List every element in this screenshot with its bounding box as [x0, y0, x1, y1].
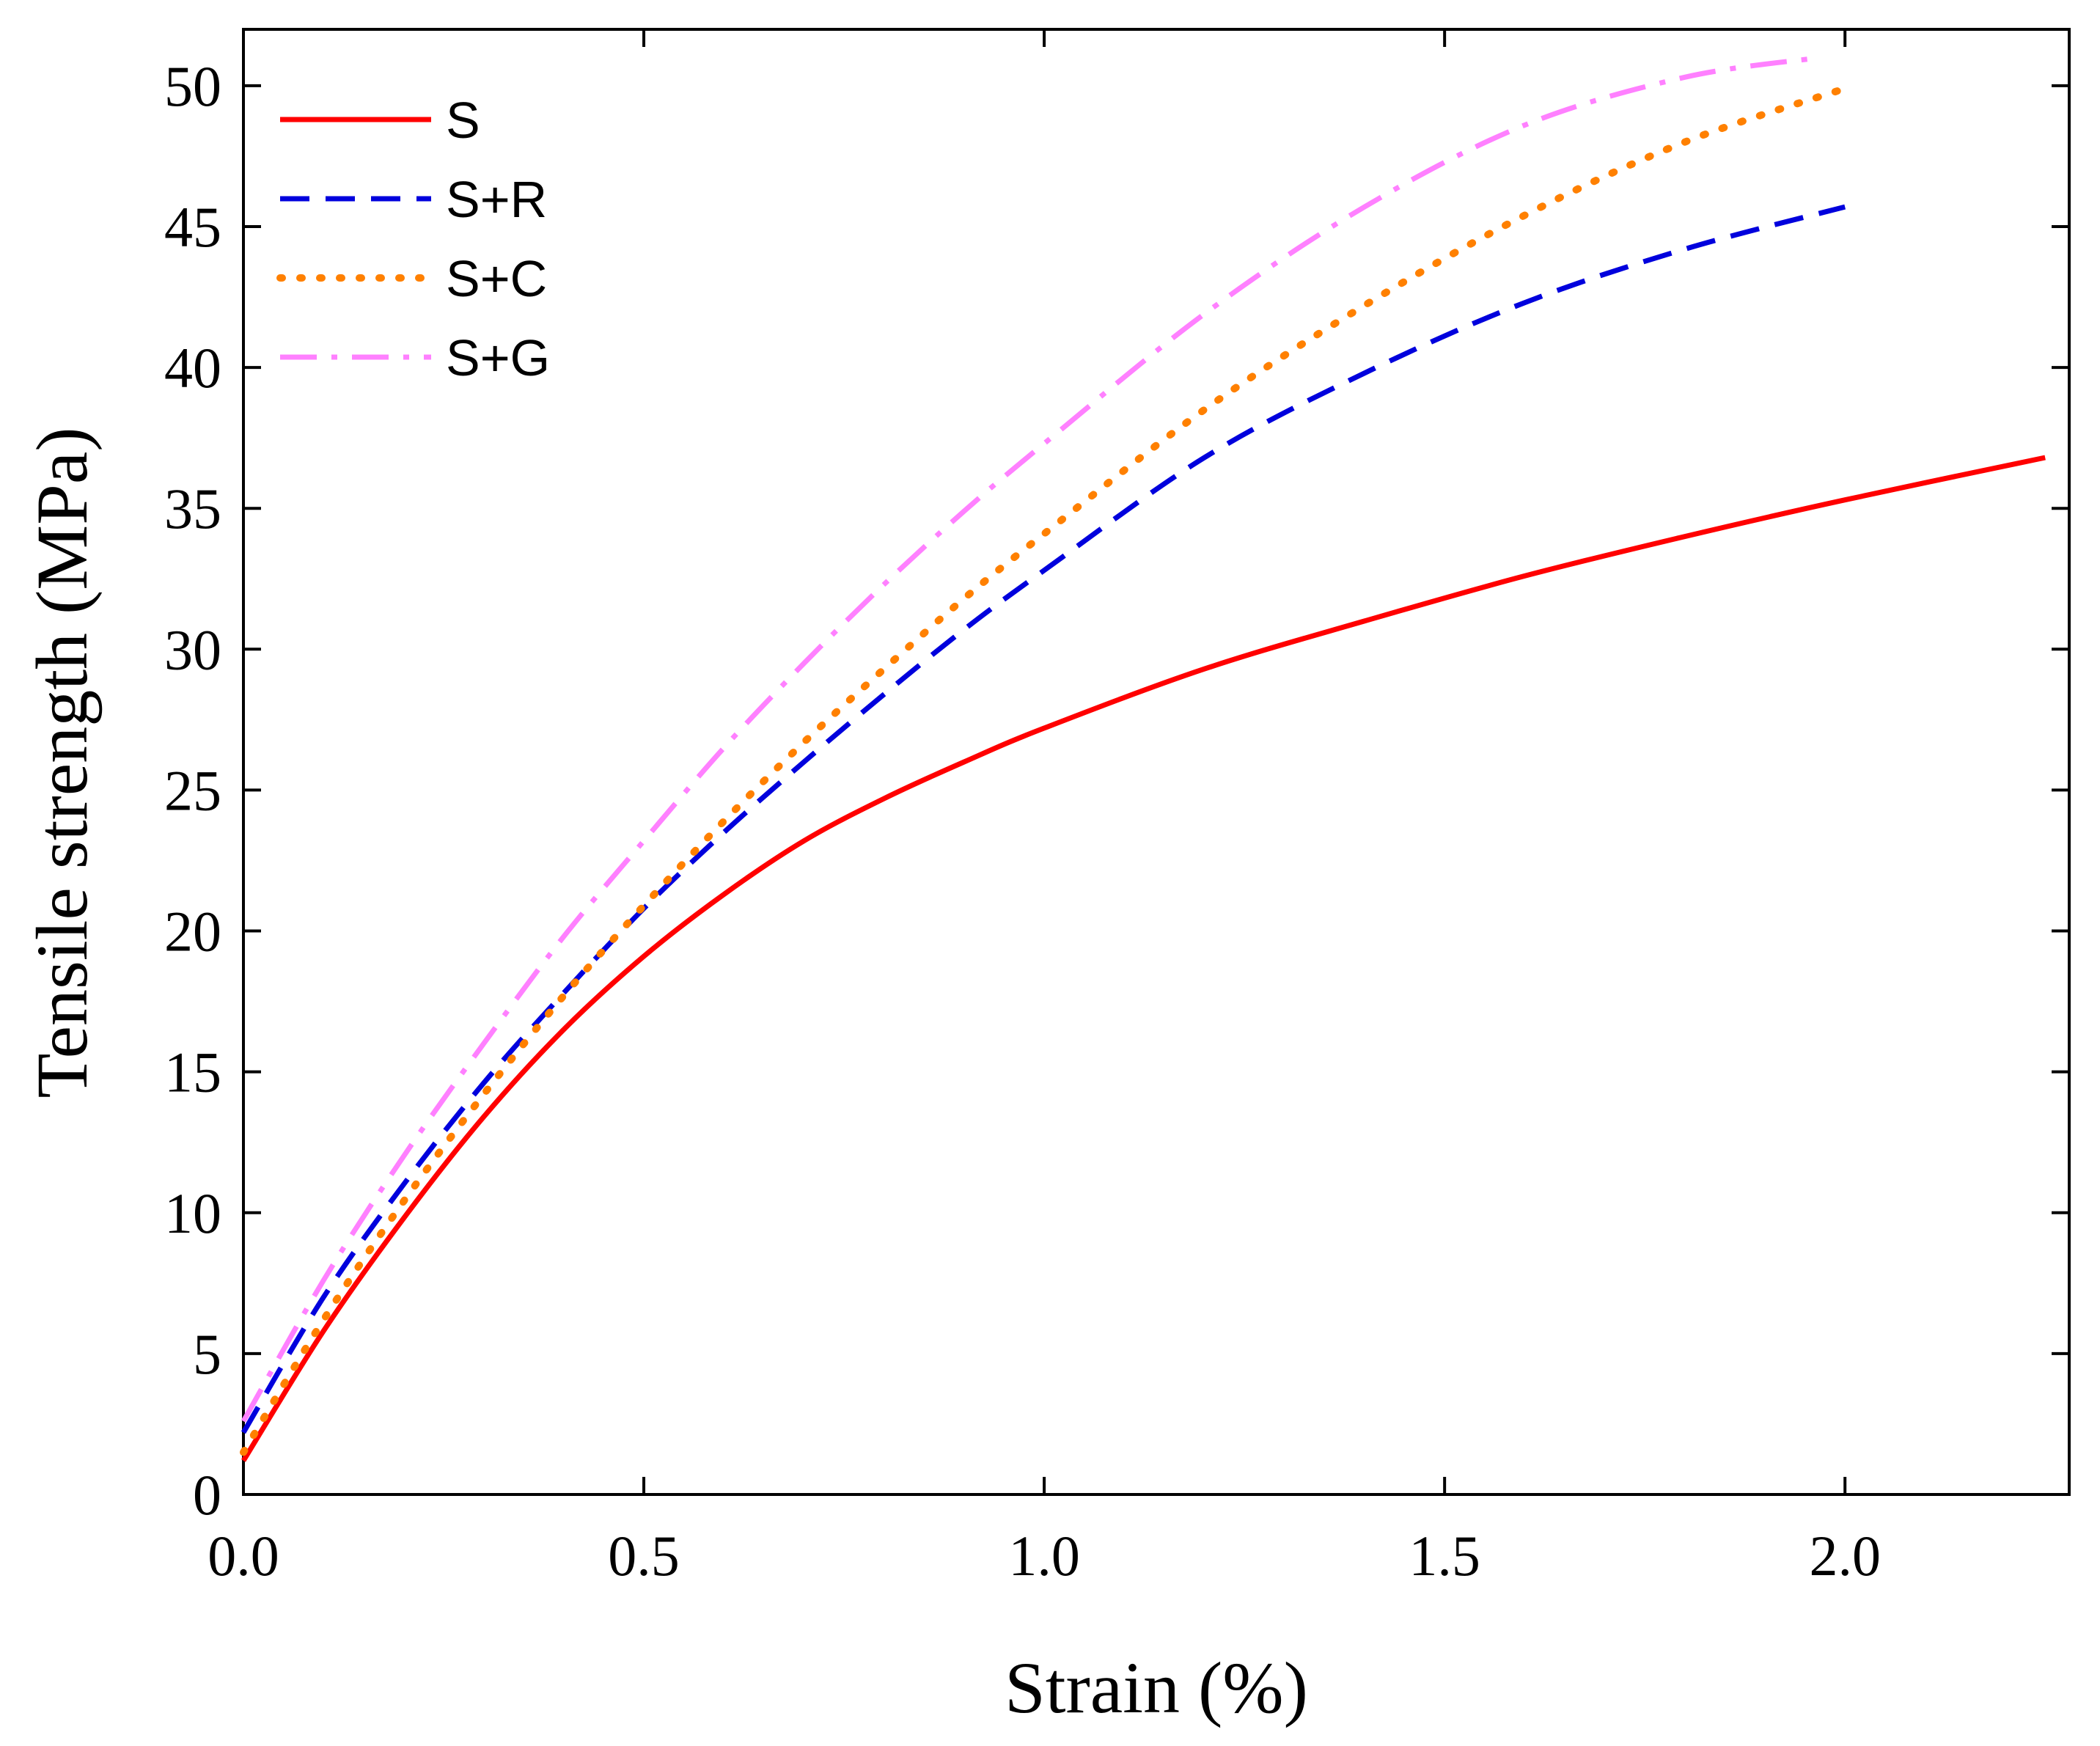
x-axis: 0.0 0.5 1.0 1.5 2.0 [208, 29, 1881, 1588]
legend-label: S+R [446, 171, 547, 228]
y-tick-label: 20 [164, 900, 221, 964]
y-tick-label: 10 [164, 1181, 221, 1245]
y-tick-label: 0 [193, 1463, 221, 1527]
x-tick-label: 0.5 [608, 1524, 680, 1588]
series-line-s-plus-c [240, 84, 1849, 1456]
y-axis: 0 5 10 15 20 25 30 35 40 45 50 [164, 54, 2069, 1527]
x-axis-title: Strain (%) [1005, 1647, 1308, 1728]
legend-label: S+C [446, 250, 547, 307]
x-tick-label: 0.0 [208, 1524, 279, 1588]
series-layer [240, 54, 2046, 1462]
y-tick-label: 25 [164, 758, 221, 822]
x-tick-label: 2.0 [1809, 1524, 1881, 1588]
y-tick-label: 30 [164, 617, 221, 681]
x-tick-label: 1.5 [1409, 1524, 1480, 1588]
y-tick-label: 50 [164, 54, 221, 118]
series-line-s [241, 455, 2046, 1462]
y-tick-label: 5 [193, 1322, 221, 1386]
y-tick-label: 35 [164, 477, 221, 540]
series-line-s-plus-g [241, 54, 1821, 1423]
legend: S S+R S+C S+G [276, 92, 550, 386]
legend-label: S+G [446, 329, 550, 386]
y-tick-label: 15 [164, 1041, 221, 1104]
series-line-s-plus-r [241, 204, 1846, 1434]
plot-frame [242, 28, 2071, 1496]
y-axis-title: Tensile strength (MPa) [21, 427, 103, 1098]
y-tick-label: 40 [164, 336, 221, 400]
x-tick-label: 1.0 [1008, 1524, 1080, 1588]
y-tick-label: 45 [164, 195, 221, 259]
legend-label: S [446, 92, 480, 149]
